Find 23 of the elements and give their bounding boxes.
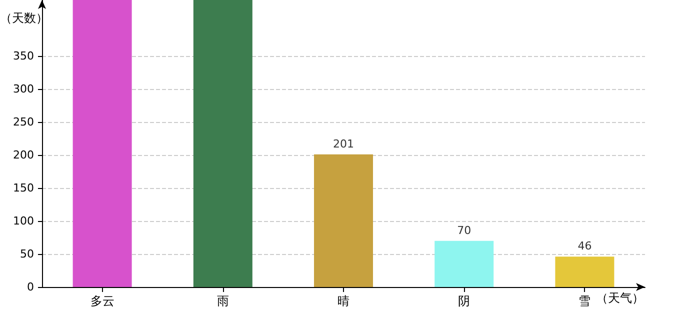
- y-tick-label: 150: [13, 182, 34, 195]
- x-axis-title: （天气）: [596, 291, 644, 305]
- data-label: 70: [457, 224, 472, 237]
- bar: [555, 256, 614, 287]
- bar: [314, 154, 373, 287]
- bar: [72, 0, 132, 287]
- bar: [434, 240, 494, 287]
- bar: [193, 0, 252, 287]
- y-axis-title: （天数）: [0, 11, 48, 25]
- data-label: 201: [333, 137, 354, 150]
- y-tick-label: 50: [20, 248, 34, 261]
- y-tick-label: 350: [13, 50, 34, 63]
- y-tick-label: 0: [27, 280, 34, 294]
- y-tick-label: 100: [13, 214, 34, 228]
- data-label: 46: [578, 240, 592, 253]
- x-tick-label: 雪: [578, 294, 591, 308]
- x-tick-label: 多云: [90, 294, 114, 308]
- x-tick-label: 阴: [458, 294, 470, 308]
- y-tick-label: 200: [13, 148, 34, 162]
- x-tick-label: 雨: [216, 294, 229, 308]
- y-tick-label: 300: [13, 82, 34, 96]
- y-tick-label: 250: [13, 116, 34, 129]
- x-tick-label: 晴: [338, 294, 350, 308]
